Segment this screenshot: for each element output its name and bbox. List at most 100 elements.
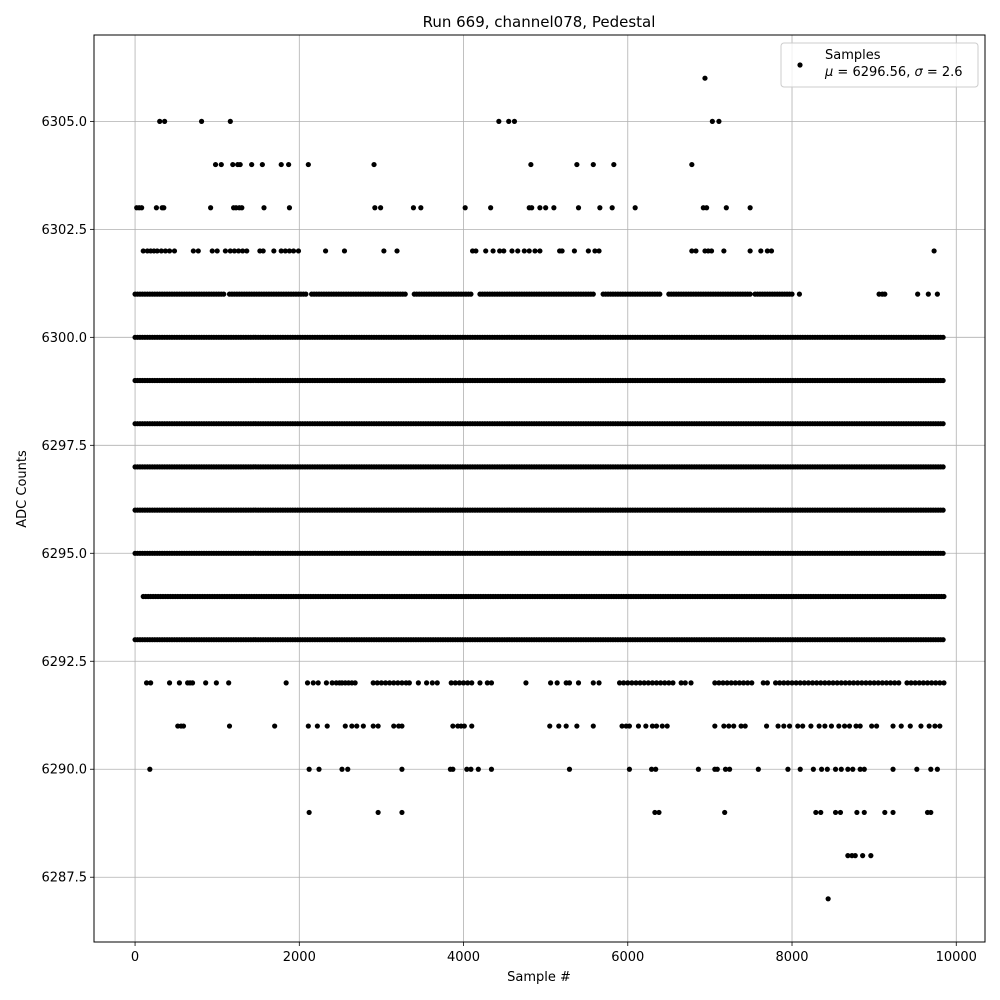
- data-point: [818, 766, 825, 772]
- y-tick-label: 6290.0: [42, 763, 88, 778]
- data-point: [689, 161, 695, 168]
- data-point: [387, 680, 393, 686]
- data-point: [801, 680, 807, 686]
- data-point: [941, 680, 947, 686]
- data-point: [488, 680, 495, 686]
- data-point: [645, 680, 651, 686]
- data-point: [841, 723, 848, 729]
- data-point: [742, 723, 748, 729]
- legend-sigma-symbol: σ: [914, 65, 923, 80]
- data-point: [689, 248, 695, 254]
- data-point: [874, 723, 880, 729]
- y-tick-label: 6302.5: [42, 223, 88, 238]
- data-point: [658, 680, 664, 686]
- data-point: [846, 680, 853, 686]
- data-point: [352, 680, 358, 686]
- data-point: [509, 248, 515, 254]
- data-point: [559, 248, 565, 254]
- data-point: [166, 248, 173, 254]
- data-point: [808, 723, 814, 729]
- data-point: [822, 680, 828, 686]
- data-point: [908, 680, 914, 686]
- y-tick-label: 6287.5: [42, 871, 88, 886]
- data-point: [649, 680, 656, 686]
- data-point: [934, 291, 940, 297]
- data-point: [775, 723, 781, 729]
- data-point: [887, 680, 894, 686]
- data-point: [469, 680, 475, 686]
- data-point: [286, 248, 293, 254]
- data-point: [828, 723, 835, 729]
- data-point: [484, 680, 490, 686]
- data-point: [341, 248, 348, 254]
- data-point: [153, 205, 160, 211]
- data-point: [148, 680, 154, 686]
- data-point: [477, 680, 483, 686]
- data-point: [378, 680, 385, 686]
- data-point: [712, 680, 718, 686]
- data-point: [940, 421, 946, 427]
- data-point: [360, 723, 366, 729]
- x-tick-label: 2000: [283, 950, 316, 965]
- data-point: [543, 205, 549, 211]
- data-point: [497, 248, 503, 254]
- data-point: [488, 205, 494, 211]
- data-point: [230, 161, 236, 168]
- data-point: [712, 723, 718, 729]
- data-point: [850, 766, 856, 772]
- data-point: [515, 248, 521, 254]
- data-point: [763, 723, 770, 729]
- data-point: [928, 766, 934, 772]
- data-point: [785, 680, 791, 686]
- data-point: [920, 680, 927, 686]
- data-point: [590, 680, 596, 686]
- data-point: [861, 809, 867, 816]
- data-point: [731, 723, 737, 729]
- data-point: [349, 723, 355, 729]
- data-point: [585, 248, 591, 254]
- data-point: [813, 809, 819, 816]
- data-point: [652, 809, 658, 816]
- data-point: [282, 248, 288, 254]
- x-tick-label: 10000: [936, 950, 977, 965]
- data-point: [547, 723, 553, 729]
- data-point: [740, 680, 747, 686]
- data-point: [139, 205, 145, 211]
- data-point: [721, 723, 727, 729]
- data-point: [592, 248, 598, 254]
- data-point: [789, 291, 795, 297]
- data-point: [867, 680, 873, 686]
- data-point: [781, 680, 787, 686]
- data-point: [736, 680, 743, 686]
- data-point: [934, 766, 940, 772]
- data-point: [231, 248, 238, 254]
- data-point: [693, 248, 699, 254]
- data-point: [890, 809, 896, 816]
- data-point: [450, 766, 456, 772]
- data-point: [475, 766, 481, 772]
- data-point: [720, 680, 726, 686]
- data-point: [213, 680, 219, 686]
- data-point: [304, 680, 311, 686]
- data-point: [869, 723, 875, 729]
- data-point: [176, 680, 182, 686]
- x-axis-ticks: 0 2000 4000 6000 8000 10000: [131, 942, 977, 965]
- data-point: [556, 723, 562, 729]
- data-point: [374, 680, 380, 686]
- x-tick-label: 8000: [775, 950, 808, 965]
- data-point: [656, 809, 662, 816]
- data-point: [214, 248, 220, 254]
- data-point: [940, 637, 946, 643]
- data-point: [912, 680, 918, 686]
- y-tick-label: 6305.0: [42, 115, 88, 130]
- data-point: [714, 766, 720, 772]
- data-point: [914, 766, 920, 772]
- data-point: [611, 161, 617, 168]
- data-point: [879, 680, 885, 686]
- data-point: [758, 248, 764, 254]
- data-point: [925, 291, 931, 297]
- data-point: [916, 680, 922, 686]
- data-point: [723, 205, 729, 211]
- data-point: [590, 723, 596, 729]
